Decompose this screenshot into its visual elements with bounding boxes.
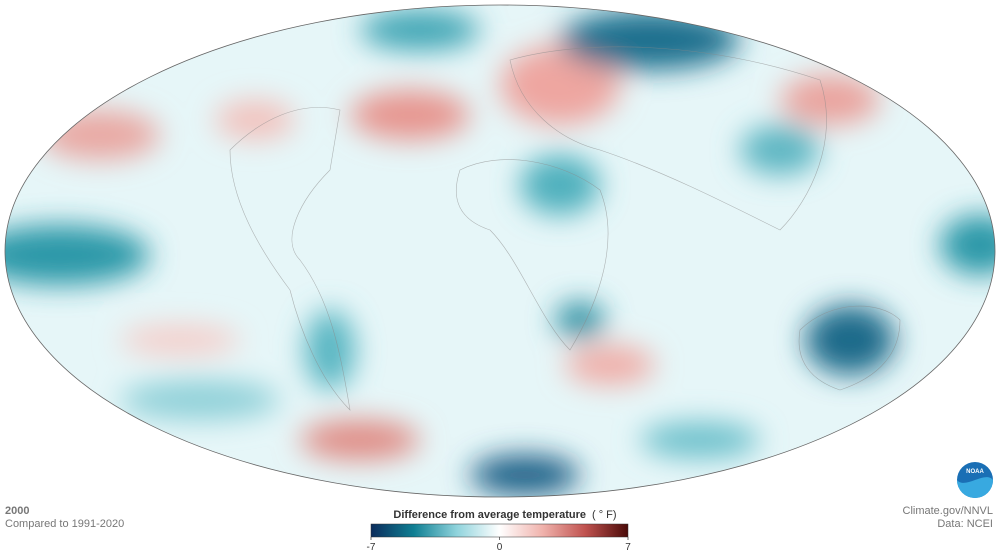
baseline: Compared to 1991-2020 xyxy=(5,518,124,530)
tick-label: 7 xyxy=(625,542,631,553)
noaa-logo: NOAA xyxy=(957,462,993,498)
legend-unit: ( ° F) xyxy=(592,509,617,521)
legend-title: Difference from average temperature xyxy=(393,509,586,521)
year: 2000 xyxy=(5,505,29,517)
anomaly-map xyxy=(5,5,995,497)
tick-label: 0 xyxy=(497,542,503,553)
globe-outline xyxy=(4,4,996,498)
logo-text: NOAA xyxy=(966,469,984,475)
credit: Climate.gov/NNVL xyxy=(903,505,993,517)
credit: Data: NCEI xyxy=(937,518,993,530)
colorbar xyxy=(370,523,629,538)
tick-label: -7 xyxy=(367,542,376,553)
